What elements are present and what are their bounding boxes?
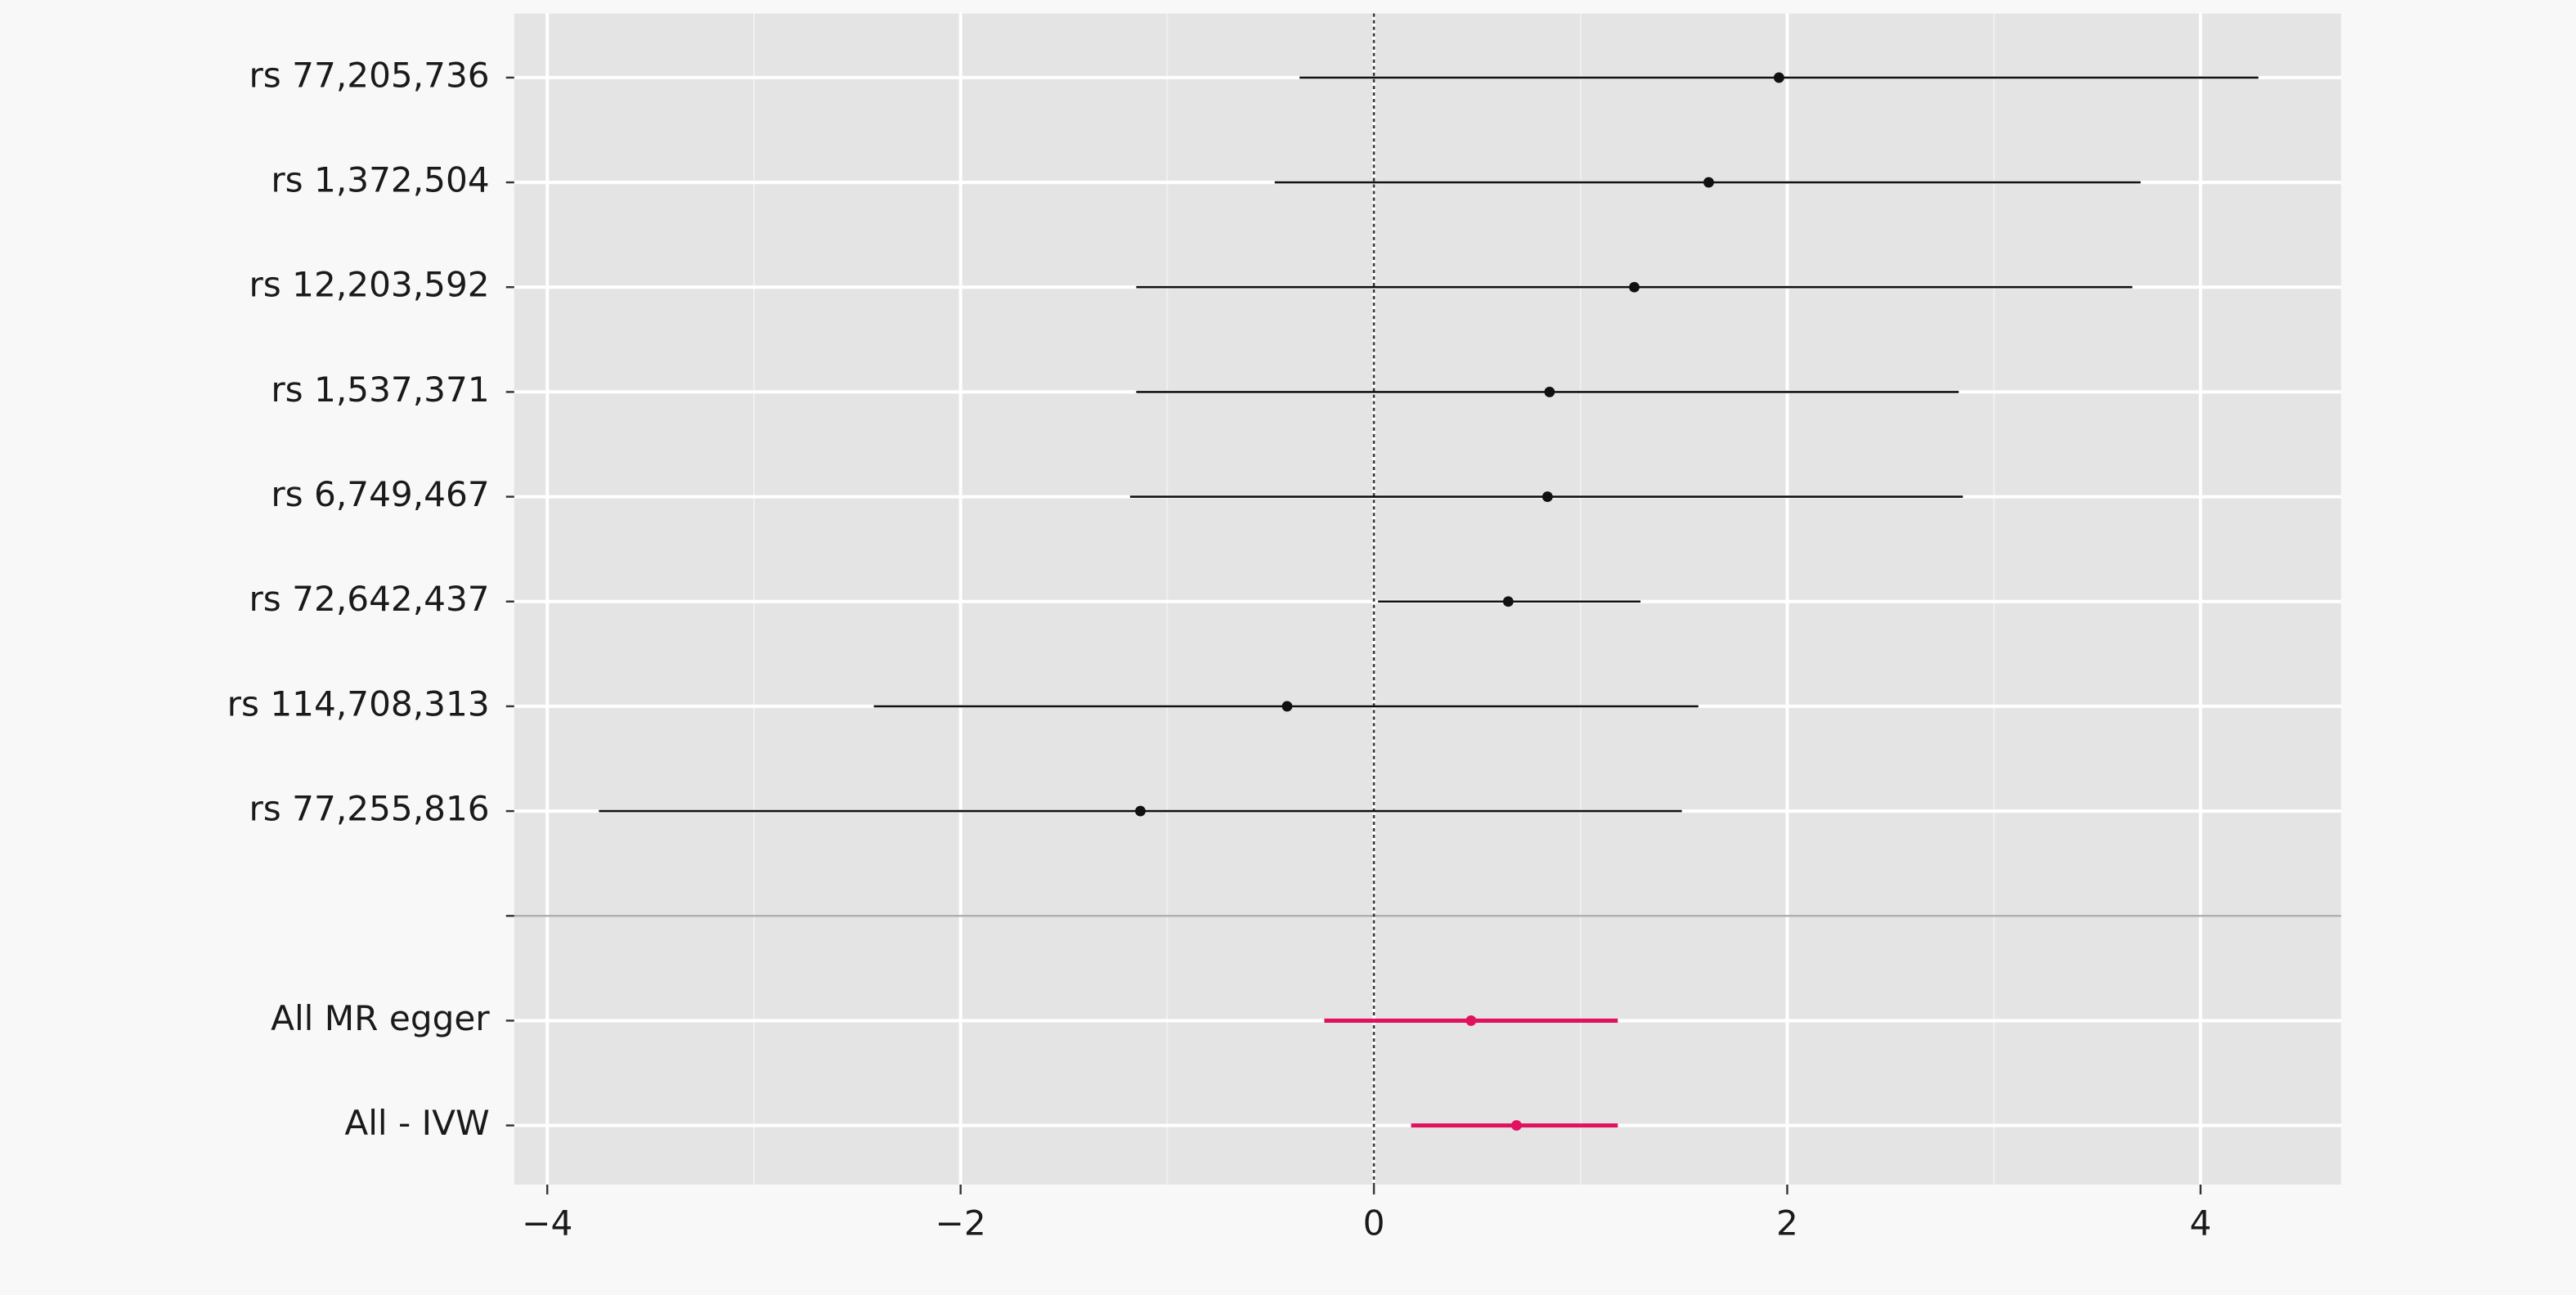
- point-estimate: [1703, 177, 1714, 188]
- x-tick-label: 2: [1776, 1203, 1798, 1243]
- point-estimate: [1465, 1015, 1477, 1026]
- y-tick-label: rs 1,372,504: [271, 160, 489, 200]
- point-estimate: [1502, 596, 1514, 607]
- x-tick-label: −2: [936, 1203, 986, 1243]
- y-tick-label: All MR egger: [271, 998, 490, 1038]
- x-tick-label: −4: [522, 1203, 572, 1243]
- y-tick-label: rs 77,205,736: [249, 55, 489, 95]
- y-tick-label: rs 72,642,437: [249, 579, 489, 619]
- point-estimate: [1135, 805, 1146, 817]
- point-estimate: [1773, 72, 1784, 83]
- y-tick-label: rs 1,537,371: [271, 370, 489, 410]
- point-estimate: [1510, 1120, 1522, 1131]
- y-tick-label: rs 6,749,467: [271, 474, 489, 514]
- point-estimate: [1542, 491, 1553, 503]
- point-estimate: [1281, 701, 1293, 712]
- point-estimate: [1544, 386, 1555, 397]
- plot-panel: [514, 13, 2341, 1185]
- y-tick-label: All - IVW: [344, 1103, 489, 1143]
- x-tick-label: 4: [2189, 1203, 2211, 1243]
- point-estimate: [1629, 281, 1640, 293]
- x-tick-label: 0: [1363, 1203, 1385, 1243]
- y-tick-label: rs 77,255,816: [249, 789, 489, 829]
- y-tick-label: rs 12,203,592: [249, 265, 489, 305]
- y-tick-label: rs 114,708,313: [227, 683, 490, 724]
